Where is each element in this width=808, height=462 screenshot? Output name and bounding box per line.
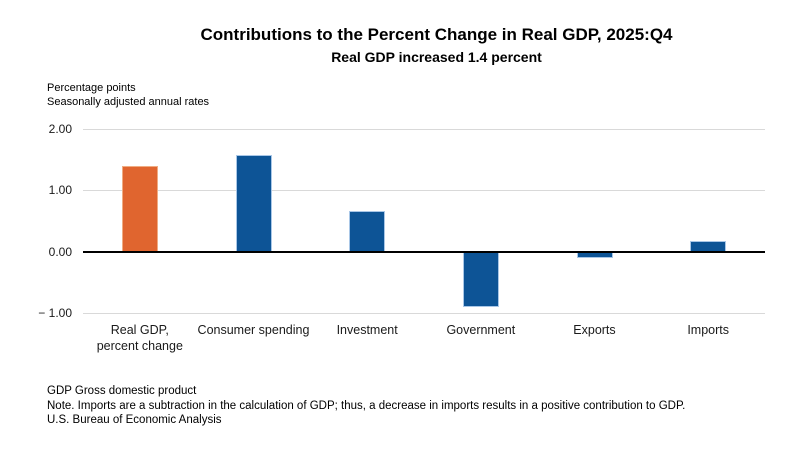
- footnote-imports-note: Note. Imports are a subtraction in the c…: [47, 399, 686, 412]
- chart-bar: [121, 165, 158, 252]
- chart-subtitle: Real GDP increased 1.4 percent: [331, 49, 542, 65]
- chart-title: Contributions to the Percent Change in R…: [200, 25, 673, 44]
- axis-units-line: Percentage points: [47, 82, 136, 94]
- chart-bar: [349, 211, 386, 252]
- gridline: [83, 129, 765, 130]
- axis-adjustment-line: Seasonally adjusted annual rates: [47, 96, 210, 108]
- zero-axis-line: [83, 250, 765, 253]
- y-tick-label: 2.00: [48, 122, 72, 136]
- x-category-label: Investment: [336, 323, 398, 337]
- y-tick-label: 1.00: [48, 183, 72, 198]
- x-category-label: Exports: [573, 323, 616, 337]
- footnote-source: U.S. Bureau of Economic Analysis: [47, 414, 222, 426]
- y-tick-label: − 1.00: [38, 306, 72, 320]
- x-category-label: Consumer spending: [197, 323, 310, 337]
- x-category-label: Imports: [687, 323, 729, 337]
- x-category-label: Government: [446, 323, 516, 337]
- plot-area: [83, 129, 765, 314]
- axis-units-note: Percentage points Seasonally adjusted an…: [47, 81, 209, 109]
- chart-footnotes: GDP Gross domestic product Note. Imports…: [47, 384, 685, 428]
- gridline: [83, 190, 765, 192]
- chart-bar: [462, 251, 499, 307]
- gridline: [83, 313, 765, 314]
- y-tick-label: 0.00: [48, 244, 72, 259]
- footnote-gdp-definition: GDP Gross domestic product: [47, 385, 197, 397]
- x-category-label: Real GDP, percent change: [96, 323, 183, 353]
- chart-bar: [235, 154, 272, 252]
- chart-bar: [576, 251, 613, 259]
